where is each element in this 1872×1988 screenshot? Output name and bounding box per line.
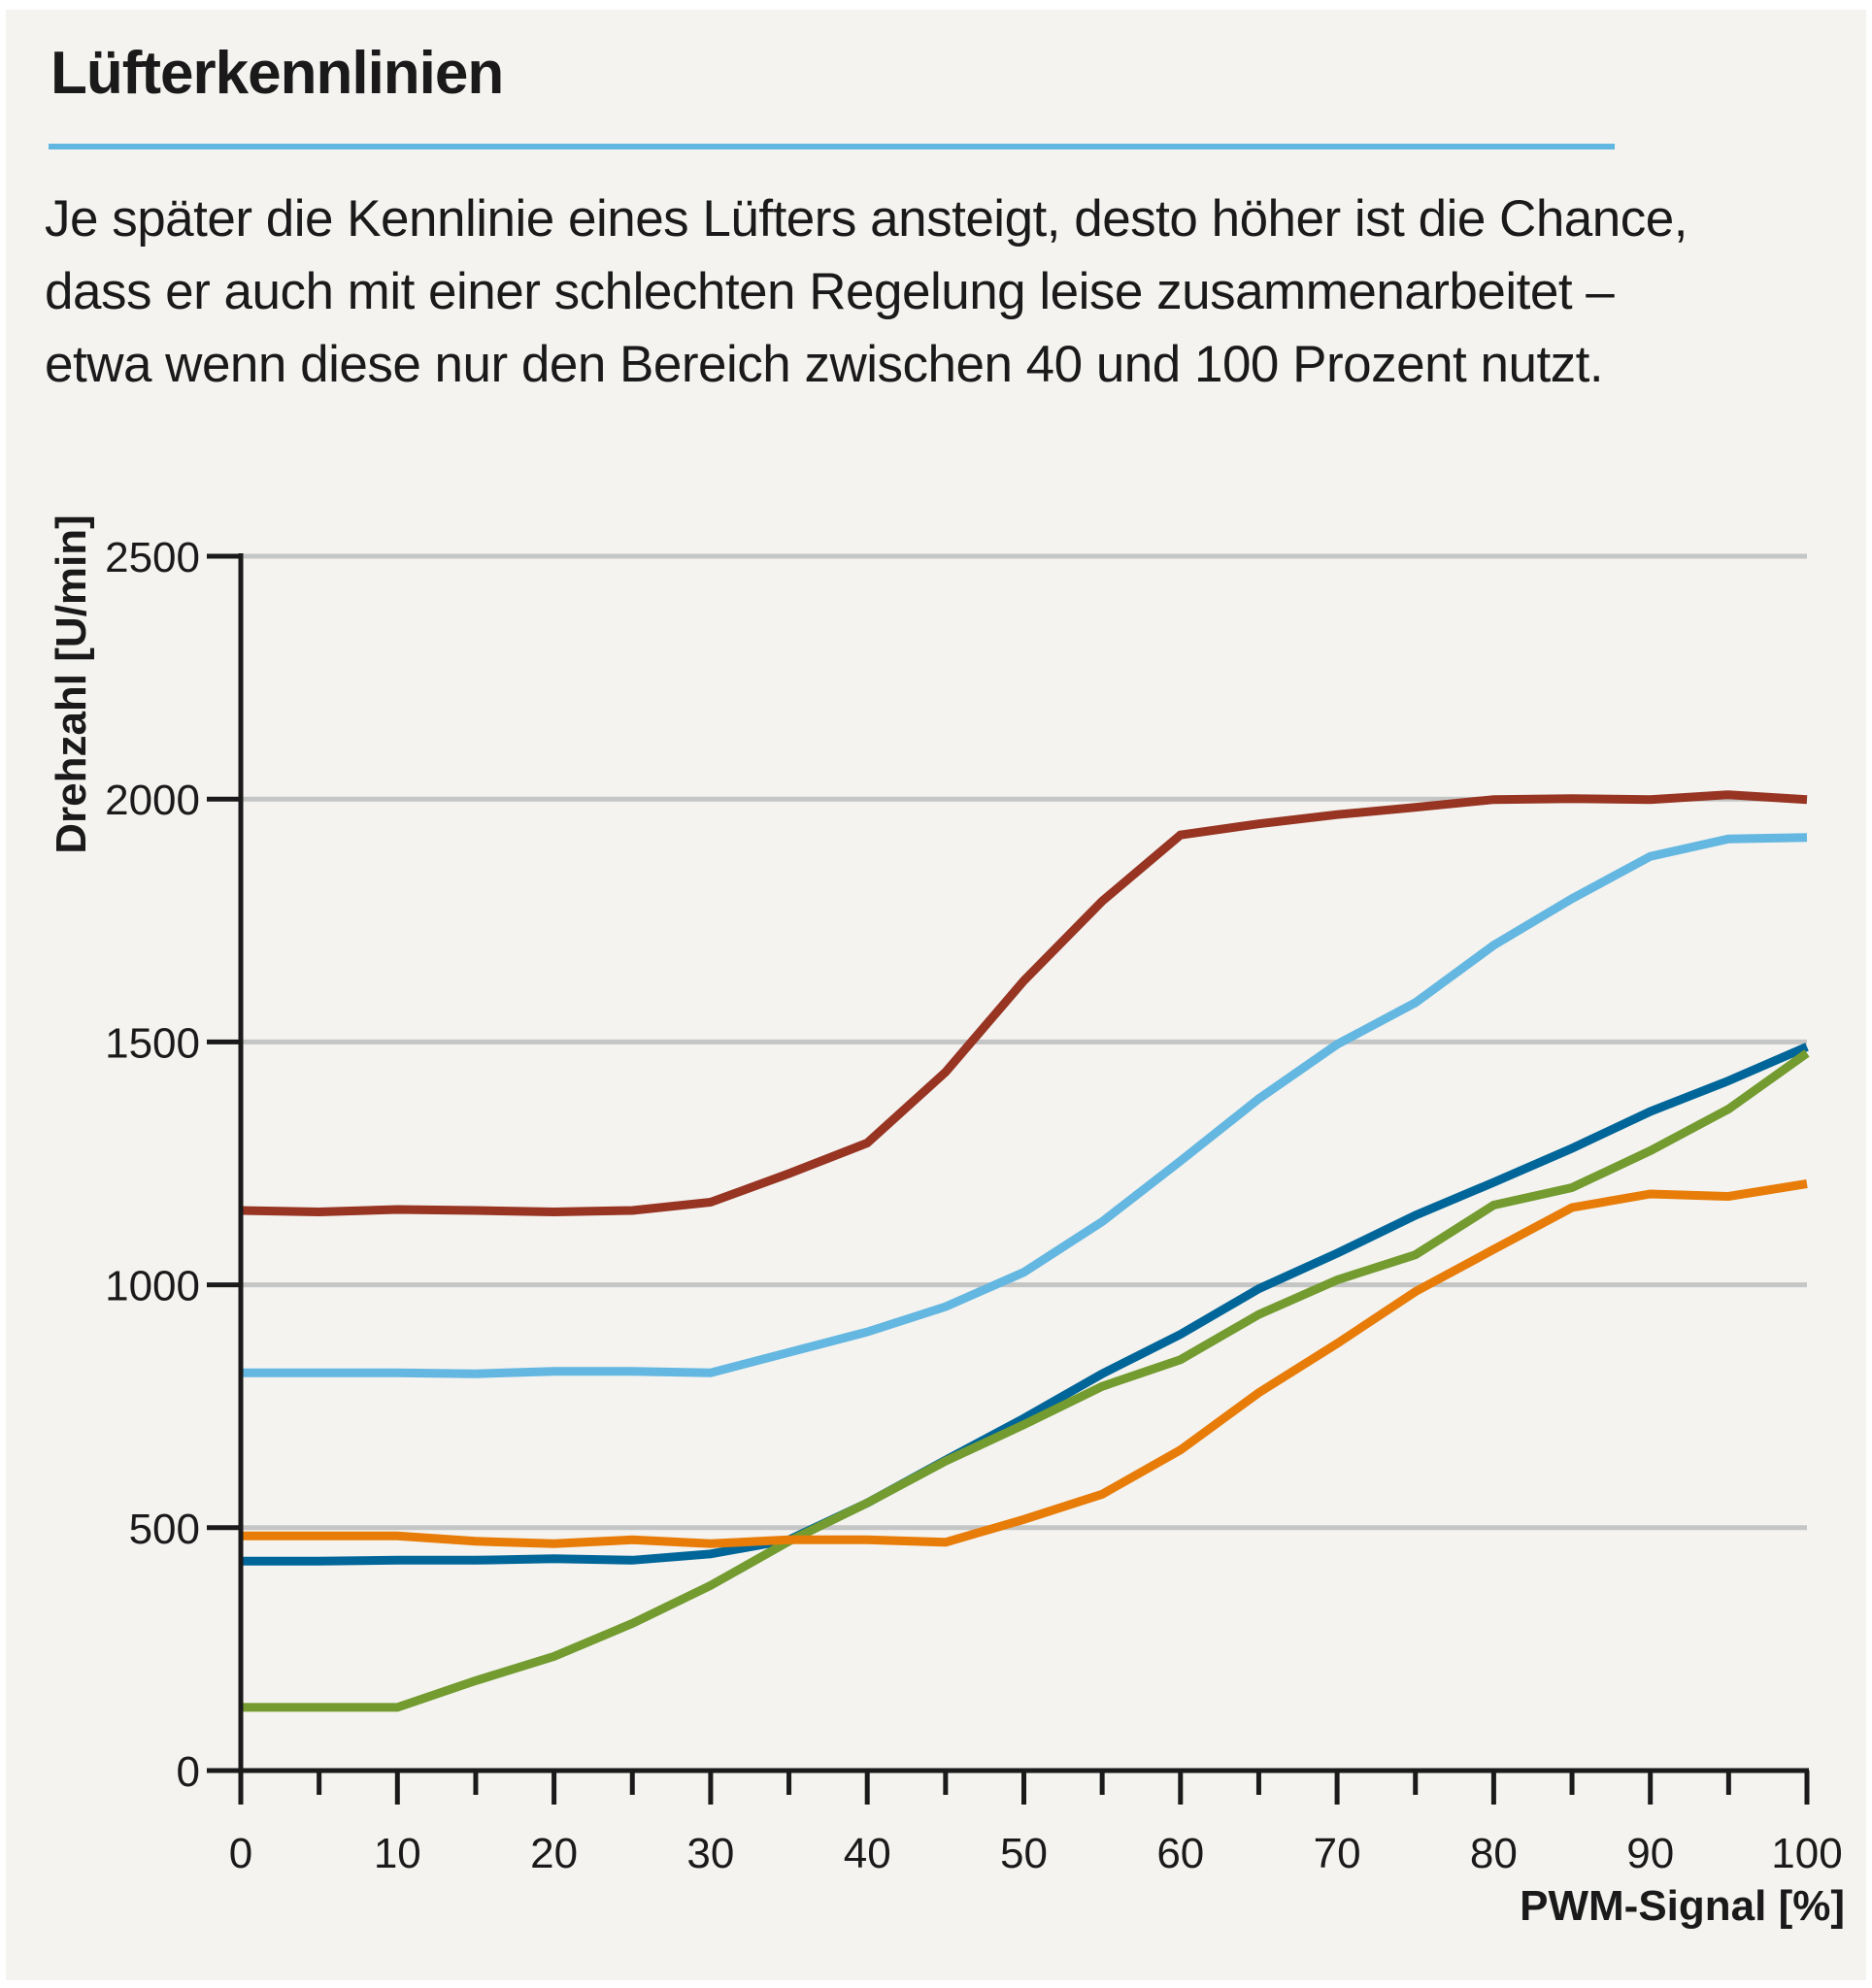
y-tick-label: 1000 [105, 1263, 200, 1310]
x-tick-label: 70 [1314, 1830, 1361, 1877]
x-tick-label: 60 [1156, 1830, 1204, 1877]
y-tick-label: 1500 [105, 1019, 200, 1067]
chart-card [6, 10, 1866, 1980]
x-tick-label: 50 [1000, 1830, 1048, 1877]
series-line-orange [241, 1179, 1808, 1548]
x-tick-label: 100 [1771, 1830, 1842, 1877]
x-tick-label: 0 [229, 1830, 252, 1877]
y-tick-label: 2500 [105, 534, 200, 581]
y-tick-label: 2000 [105, 777, 200, 824]
x-tick-label: 90 [1626, 1830, 1674, 1877]
tick-labels: 0 500 1000 1500 2000 2500 0 10 20 30 40 50 60 70 80 90 1… [105, 534, 1843, 1877]
series-line-dark-blue [241, 1043, 1809, 1566]
x-axis-title: PWM-Signal [%] [1520, 1882, 1845, 1930]
chart-description: Je später die Kennlinie eines Lüfters an… [45, 190, 1688, 393]
x-tick-label: 40 [844, 1830, 891, 1877]
x-tick-label: 80 [1470, 1830, 1518, 1877]
axes [207, 553, 1810, 1805]
x-tick-label: 30 [686, 1830, 734, 1877]
series-line-light-blue [241, 833, 1808, 1378]
chart-title: Lüfterkennlinien [50, 40, 504, 107]
series-lines [240, 790, 1810, 1712]
series-line-green [241, 1049, 1810, 1712]
y-axis-title: Drehzahl [U/min] [48, 514, 95, 854]
grid-lines [241, 553, 1807, 1531]
series-line-red [240, 790, 1808, 1217]
title-rule [49, 144, 1615, 149]
x-tick-label: 10 [374, 1830, 421, 1877]
y-tick-label: 500 [129, 1506, 200, 1553]
y-tick-label: 0 [177, 1748, 200, 1796]
x-tick-label: 20 [530, 1830, 578, 1877]
